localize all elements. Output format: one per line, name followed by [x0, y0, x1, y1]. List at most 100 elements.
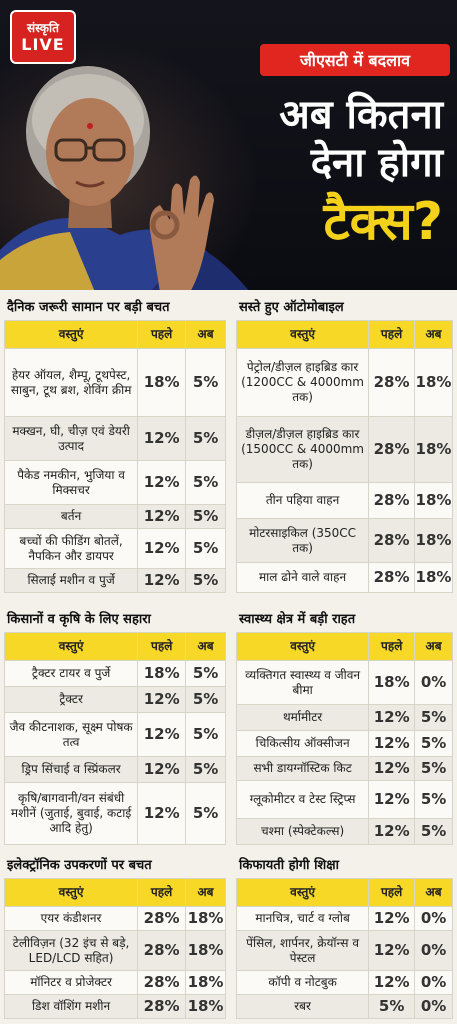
- rate-now: 18%: [185, 994, 226, 1019]
- item-name: बच्चों की फीडिंग बोतलें, नैपकिन और डायपर: [3, 528, 139, 569]
- headline-line-1: अब कितना: [279, 92, 443, 138]
- rate-before: 28%: [368, 518, 415, 563]
- rate-now: 5%: [185, 460, 226, 505]
- column-header-item: वस्तुएं: [3, 878, 139, 907]
- speaker-portrait-illustration: [0, 66, 249, 290]
- rate-now: 0%: [414, 994, 453, 1019]
- section-health: स्वास्थ्य क्षेत्र में बड़ी राहत वस्तुएं …: [235, 608, 453, 845]
- rate-before: 12%: [137, 686, 187, 713]
- table-row: मोटरसाइकिल (350CC तक) 28% 18%: [235, 518, 453, 563]
- tax-table: वस्तुएं पहले अब व्यक्तिगत स्वास्थ्य व जी…: [235, 632, 453, 845]
- item-name: ग्लूकोमीटर व टेस्ट स्ट्रिप्स: [235, 780, 370, 819]
- table-row: रबर 5% 0%: [235, 994, 453, 1019]
- table-row: जैव कीटनाशक, सूक्ष्म पोषक तत्व 12% 5%: [3, 712, 226, 757]
- tax-table: वस्तुएं पहले अब हेयर ऑयल, शैम्पू, टूथपेस…: [3, 320, 226, 593]
- rate-now: 18%: [414, 348, 453, 417]
- rate-now: 5%: [185, 528, 226, 569]
- table-row: डीज़ल/डीज़ल हाइब्रिड कार (1500CC & 4000m…: [235, 416, 453, 483]
- tax-table: वस्तुएं पहले अब पेट्रोल/डीज़ल हाइब्रिड क…: [235, 320, 453, 593]
- column-header-now: अब: [414, 878, 453, 907]
- column-header-item: वस्तुएं: [235, 878, 370, 907]
- rate-before: 28%: [368, 416, 415, 483]
- column-header-before: पहले: [137, 878, 187, 907]
- column-header-item: वस्तुएं: [3, 632, 139, 661]
- tax-table: वस्तुएं पहले अब एयर कंडीशनर 28% 18% टेली…: [3, 878, 226, 1019]
- rate-before: 12%: [368, 756, 416, 781]
- table-row: ग्लूकोमीटर व टेस्ट स्ट्रिप्स 12% 5%: [235, 780, 453, 819]
- table-row: पेंसिल, शार्पनर, क्रेयॉन्स व पेस्टल 12% …: [235, 930, 453, 971]
- column-header-now: अब: [185, 632, 226, 661]
- rate-before: 12%: [368, 930, 416, 971]
- rate-now: 0%: [414, 906, 453, 931]
- column-header-item: वस्तुएं: [235, 320, 370, 349]
- item-name: ट्रैक्टर: [3, 686, 139, 713]
- rate-before: 12%: [137, 504, 187, 529]
- item-name: एयर कंडीशनर: [3, 906, 139, 931]
- item-name: कृषि/बागवानी/वन संबंधी मशीनें (जुताई, बु…: [3, 782, 139, 845]
- rate-now: 18%: [414, 562, 453, 593]
- table-row: बच्चों की फीडिंग बोतलें, नैपकिन और डायपर…: [3, 528, 226, 569]
- table-row: सभी डायग्नॉस्टिक किट 12% 5%: [235, 756, 453, 781]
- rate-now: 18%: [185, 906, 226, 931]
- rate-now: 18%: [414, 518, 453, 563]
- table-row: पेट्रोल/डीज़ल हाइब्रिड कार (1200CC & 400…: [235, 348, 453, 417]
- rate-before: 12%: [137, 568, 187, 593]
- column-header-now: अब: [414, 320, 453, 349]
- headline-line-2: देना होगा: [310, 140, 443, 186]
- rate-before: 5%: [368, 994, 416, 1019]
- rate-before: 18%: [137, 660, 187, 687]
- rate-before: 28%: [368, 348, 415, 417]
- item-name: मक्खन, घी, चीज़ एवं डेयरी उत्पाद: [3, 416, 139, 461]
- rate-now: 5%: [185, 416, 226, 461]
- rate-now: 5%: [414, 730, 453, 757]
- table-row: ड्रिप सिंचाई व स्प्रिंकलर 12% 5%: [3, 756, 226, 783]
- table-row: मॉनिटर व प्रोजेक्टर 28% 18%: [3, 970, 226, 995]
- item-name: थर्मामीटर: [235, 704, 370, 731]
- section-title: किफायती होगी शिक्षा: [239, 858, 339, 873]
- item-name: जैव कीटनाशक, सूक्ष्म पोषक तत्व: [3, 712, 139, 757]
- table-row: एयर कंडीशनर 28% 18%: [3, 906, 226, 931]
- table-row: डिश वॉशिंग मशीन 28% 18%: [3, 994, 226, 1019]
- section-electronics: इलेक्ट्रॉनिक उपकरणों पर बचत वस्तुएं पहले…: [3, 854, 226, 1019]
- tax-table: वस्तुएं पहले अब मानचित्र, चार्ट व ग्लोब …: [235, 878, 453, 1019]
- item-name: मॉनिटर व प्रोजेक्टर: [3, 970, 139, 995]
- rate-now: 5%: [185, 686, 226, 713]
- rate-before: 28%: [368, 562, 415, 593]
- table-row: चश्मा (स्पेक्टेकल्स) 12% 5%: [235, 818, 453, 845]
- table-row: थर्मामीटर 12% 5%: [235, 704, 453, 731]
- rate-before: 12%: [137, 712, 187, 757]
- column-header-item: वस्तुएं: [235, 632, 370, 661]
- table-row: सिलाई मशीन व पुर्जे 12% 5%: [3, 568, 226, 593]
- rate-before: 18%: [137, 348, 187, 417]
- rate-now: 0%: [414, 970, 453, 995]
- rate-before: 28%: [137, 970, 187, 995]
- rate-now: 18%: [185, 930, 226, 971]
- item-name: डिश वॉशिंग मशीन: [3, 994, 139, 1019]
- table-row: हेयर ऑयल, शैम्पू, टूथपेस्ट, साबुन, टूथ ब…: [3, 348, 226, 417]
- header-banner: संस्कृति LIVE जीएसटी में बदलाव अब कितना …: [0, 0, 457, 290]
- section-title: स्वास्थ्य क्षेत्र में बड़ी राहत: [239, 612, 356, 627]
- table-row: कृषि/बागवानी/वन संबंधी मशीनें (जुताई, बु…: [3, 782, 226, 845]
- rate-now: 5%: [185, 504, 226, 529]
- section-title: इलेक्ट्रॉनिक उपकरणों पर बचत: [7, 858, 152, 873]
- column-header-before: पहले: [137, 632, 187, 661]
- table-row: मानचित्र, चार्ट व ग्लोब 12% 0%: [235, 906, 453, 931]
- tax-table: वस्तुएं पहले अब ट्रैक्टर टायर व पुर्जे 1…: [3, 632, 226, 845]
- rate-before: 18%: [368, 660, 416, 705]
- section-daily-essentials: दैनिक जरूरी सामान पर बड़ी बचत वस्तुएं पह…: [3, 296, 226, 593]
- column-header-now: अब: [185, 320, 226, 349]
- headline-line-3: टैक्स?: [323, 192, 443, 252]
- rate-now: 5%: [185, 348, 226, 417]
- column-header-before: पहले: [137, 320, 187, 349]
- section-automobile: सस्ते हुए ऑटोमोबाइल वस्तुएं पहले अब पेट्…: [235, 296, 453, 593]
- rate-before: 28%: [137, 930, 187, 971]
- item-name: ट्रैक्टर टायर व पुर्जे: [3, 660, 139, 687]
- section-agriculture: किसानों व कृषि के लिए सहारा वस्तुएं पहले…: [3, 608, 226, 845]
- table-row: टेलीविज़न (32 इंच से बड़े, LED/LCD सहित)…: [3, 930, 226, 971]
- item-name: माल ढोने वाले वाहन: [235, 562, 370, 593]
- rate-before: 12%: [368, 970, 416, 995]
- logo-text-live: LIVE: [21, 34, 65, 54]
- table-row: बर्तन 12% 5%: [3, 504, 226, 529]
- rate-before: 12%: [137, 460, 187, 505]
- column-header-item: वस्तुएं: [3, 320, 139, 349]
